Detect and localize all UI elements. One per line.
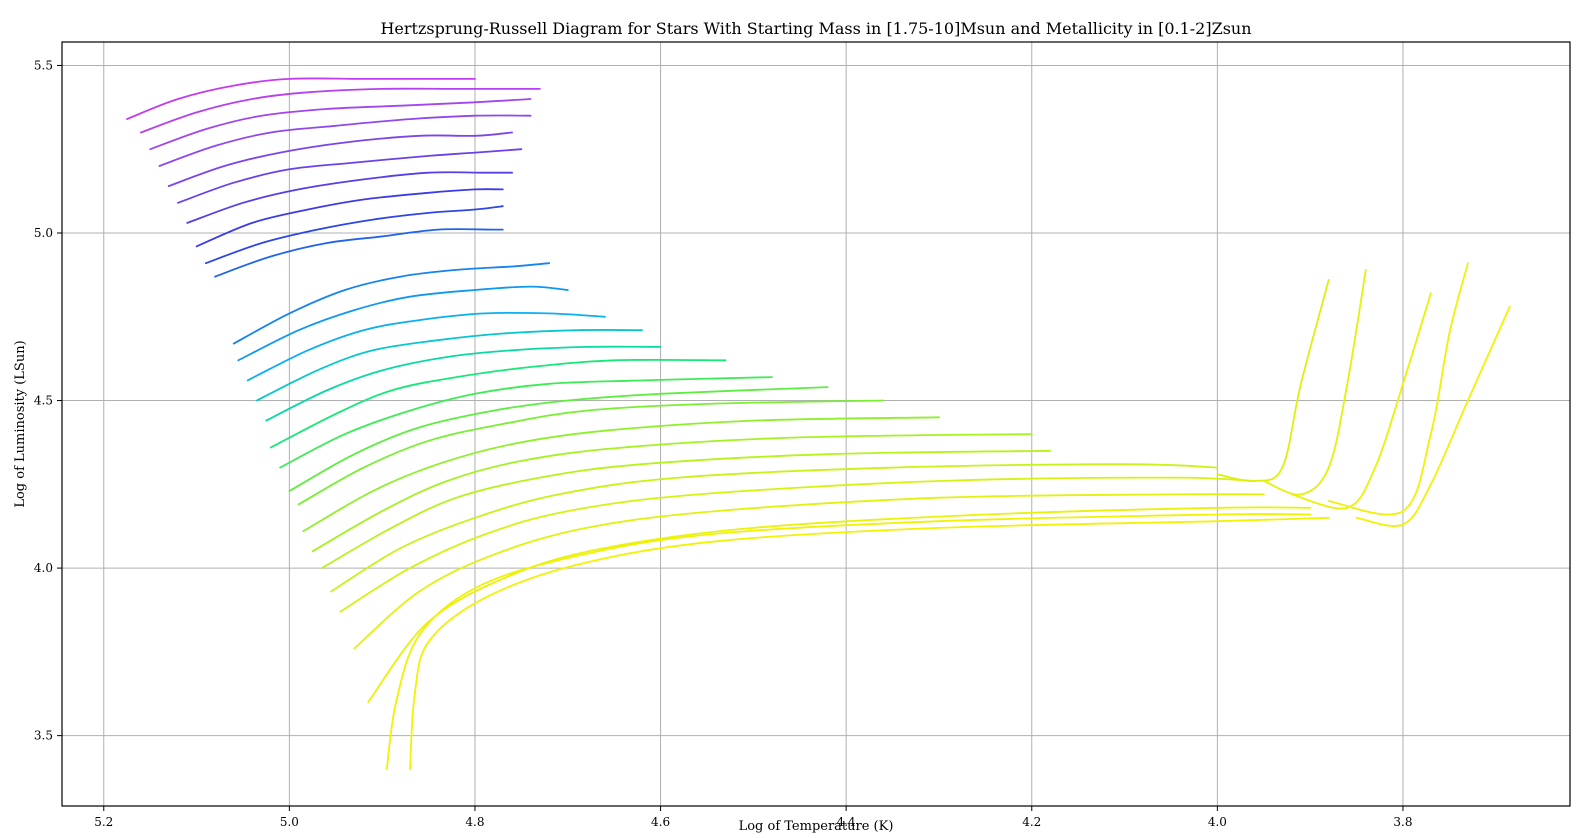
y-axis-ticks: 3.5 4.0 4.5 5.0 5.5 [34,58,62,743]
evolution-track-11 [232,262,551,345]
evolution-track-17 [279,376,773,469]
evolution-track-1 [126,77,476,120]
evolution-track-26 [367,506,1312,703]
evolution-track-10 [214,228,504,278]
x-tick-label: 5.2 [94,815,113,829]
evolution-track-4 [158,114,532,167]
y-tick-label: 5.0 [34,226,53,240]
chart-title: Hertzsprung-Russell Diagram for Stars Wi… [380,19,1251,38]
evolution-track-2 [140,87,541,134]
x-tick-label: 4.4 [837,815,856,829]
evolution-track-14 [255,329,643,402]
evolution-track-16 [269,358,727,449]
evolution-track-25 [353,493,1265,650]
y-tick-label: 4.5 [34,394,53,408]
y-tick-label: 3.5 [34,729,53,743]
evolution-track-27 [385,513,1312,770]
x-tick-label: 4.6 [651,815,670,829]
evolution-track-20 [302,416,940,533]
evolution-track-9 [204,205,504,265]
x-tick-label: 5.0 [280,815,299,829]
evolution-track-12 [237,285,569,362]
grid-lines [62,42,1570,806]
evolution-track-13 [246,311,606,382]
x-tick-label: 4.8 [465,815,484,829]
x-axis-ticks: 5.2 5.0 4.8 4.6 4.4 4.2 4.0 3.8 [94,806,1413,829]
x-tick-label: 4.2 [1022,815,1041,829]
evolution-track-21 [311,433,1033,553]
evolution-track-30 [1262,269,1367,496]
x-axis-label: Log of Temperature (K) [739,819,894,834]
x-tick-label: 4.0 [1208,815,1227,829]
evolution-track-31 [1290,292,1432,510]
evolution-track-28 [409,516,1330,770]
evolution-track-19 [297,399,885,506]
evolution-track-5 [167,131,513,187]
y-axis-label: Log of Luminosity (LSun) [13,340,28,507]
y-tick-label: 4.0 [34,561,53,575]
evolution-track-7 [186,171,513,224]
evolution-track-6 [177,148,523,204]
evolution-track-24 [339,476,1256,613]
evolution-track-18 [288,386,829,492]
evolution-track-29 [1216,279,1330,482]
y-tick-label: 5.5 [34,58,53,72]
x-tick-label: 3.8 [1393,815,1412,829]
evolution-track-15 [265,345,662,422]
evolution-track-22 [320,449,1052,569]
plot-frame [61,41,1571,807]
evolution-track-23 [330,463,1219,593]
evolution-tracks [126,77,1511,770]
evolution-track-33 [1355,305,1511,527]
evolution-track-8 [195,188,504,248]
evolution-track-32 [1327,262,1469,516]
evolution-track-3 [149,98,532,151]
